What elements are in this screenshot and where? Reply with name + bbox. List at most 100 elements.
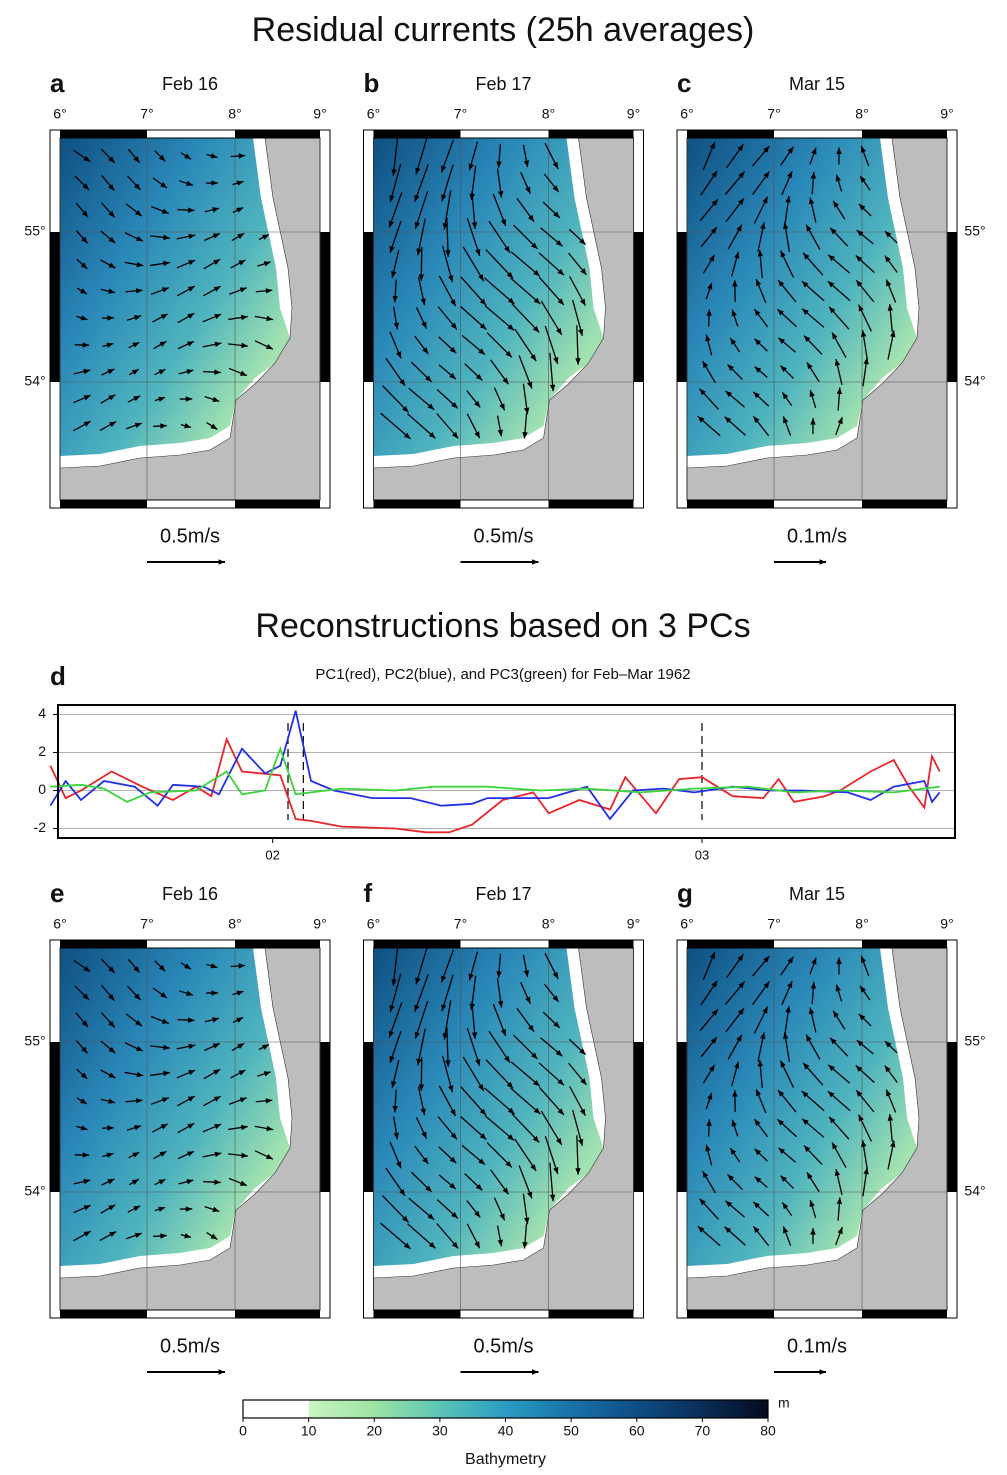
arrow-head [753,391,760,399]
panel-date: Feb 16 [162,74,218,94]
panel-letter: g [677,878,693,908]
panel-date: Feb 16 [162,884,218,904]
arrow-head [836,387,843,395]
arrow-head [506,1081,514,1089]
arrow-head [239,287,247,293]
arrow-head [393,1132,399,1140]
arrow-head [801,281,809,288]
arrow-head [533,1079,540,1087]
arrow-head [479,1108,487,1116]
arrow-head [160,313,168,320]
arrow-head [709,142,715,150]
arrow-head [819,1369,826,1375]
arrow-head [580,268,587,275]
lon-label: 7° [140,916,153,932]
arrow-head [185,1206,193,1212]
colorbar-tick-label: 50 [563,1423,579,1439]
arrow-head [449,1156,457,1164]
arrow-head [858,304,864,312]
map-panel: e Feb 16 6° 7° 8° 9° 55° 54° 0.5m/s [24,878,331,1375]
border-bar [548,940,634,948]
border-bar [235,130,320,138]
arrow-head [777,1089,785,1097]
arrow-head [575,1168,581,1175]
lon-label: 7° [140,106,153,122]
arrow-head [860,1140,867,1148]
arrow-head [523,160,530,168]
arrow-head [887,1114,894,1121]
border-bar [373,940,461,948]
arrow-head [760,222,766,230]
arrow-head [754,1176,762,1183]
lon-label: 6° [367,916,380,932]
border-bar [687,1310,774,1318]
map-panel: b Feb 17 6° 7° 8° 9° 0.5m/s [363,68,644,565]
arrow-head [753,416,760,424]
arrow-head [133,966,140,973]
arrow-head [710,227,717,234]
arrow-head [724,416,732,424]
arrow-head [210,1233,218,1240]
arrow-head [474,1241,480,1249]
arrow-head [399,1188,406,1196]
arrow-head [161,208,169,214]
y-tick-label: -2 [34,819,47,835]
arrow-head [240,314,248,321]
panel-letter: f [364,878,373,908]
border-bar [60,500,147,508]
border-bar [235,500,320,508]
arrow-head [186,369,194,375]
arrow-head [81,1020,89,1028]
arrow-head [496,971,502,978]
arrow-head [762,196,768,204]
arrow-head [507,1134,515,1141]
arrow-head [418,1084,425,1091]
arrow-head [777,279,785,287]
arrow-head [806,1172,813,1180]
lon-label: 8° [228,916,241,932]
arrow-head [214,314,222,320]
arrow-head [707,1092,713,1100]
arrow-head [886,1089,892,1097]
arrow-head [705,1144,711,1152]
lon-label: 9° [940,916,953,932]
arrow-head [802,308,809,315]
scale-label: 0.1m/s [787,1335,847,1357]
arrow-head [163,1044,170,1051]
arrow-head [474,431,480,439]
arrow-head [499,1213,505,1221]
arrow-head [80,1125,88,1131]
lon-label: 8° [542,106,555,122]
arrow-head [449,1182,456,1190]
border-bar [862,1310,947,1318]
arrow-head [135,288,143,294]
lon-label: 9° [313,106,326,122]
current-arrow [484,1087,515,1115]
current-arrow [484,277,515,305]
arrow-head [163,260,170,267]
arrow-head [552,185,559,193]
arrow-head [161,287,169,293]
arrow-head [532,1369,539,1375]
arrow-head [754,1148,762,1156]
arrow-head [422,1157,429,1164]
arrow-head [450,322,457,330]
arrow-head [213,1069,221,1075]
arrow-head [478,274,484,282]
arrow-head [211,990,218,996]
current-arrow [544,325,559,365]
current-arrow [389,973,402,1013]
arrow-head [711,980,718,988]
arrow-head [160,423,167,429]
lon-label: 6° [53,106,66,122]
arrow-head [262,234,270,240]
arrow-head [188,233,196,240]
lon-label: 6° [680,916,693,932]
arrow-head [860,145,867,153]
scale-label: 0.5m/s [160,525,220,547]
colorbar [242,1399,769,1419]
arrow-head [212,1043,220,1049]
lon-label: 7° [767,106,780,122]
arrow-head [803,1145,811,1153]
arrow-head [425,1185,432,1192]
